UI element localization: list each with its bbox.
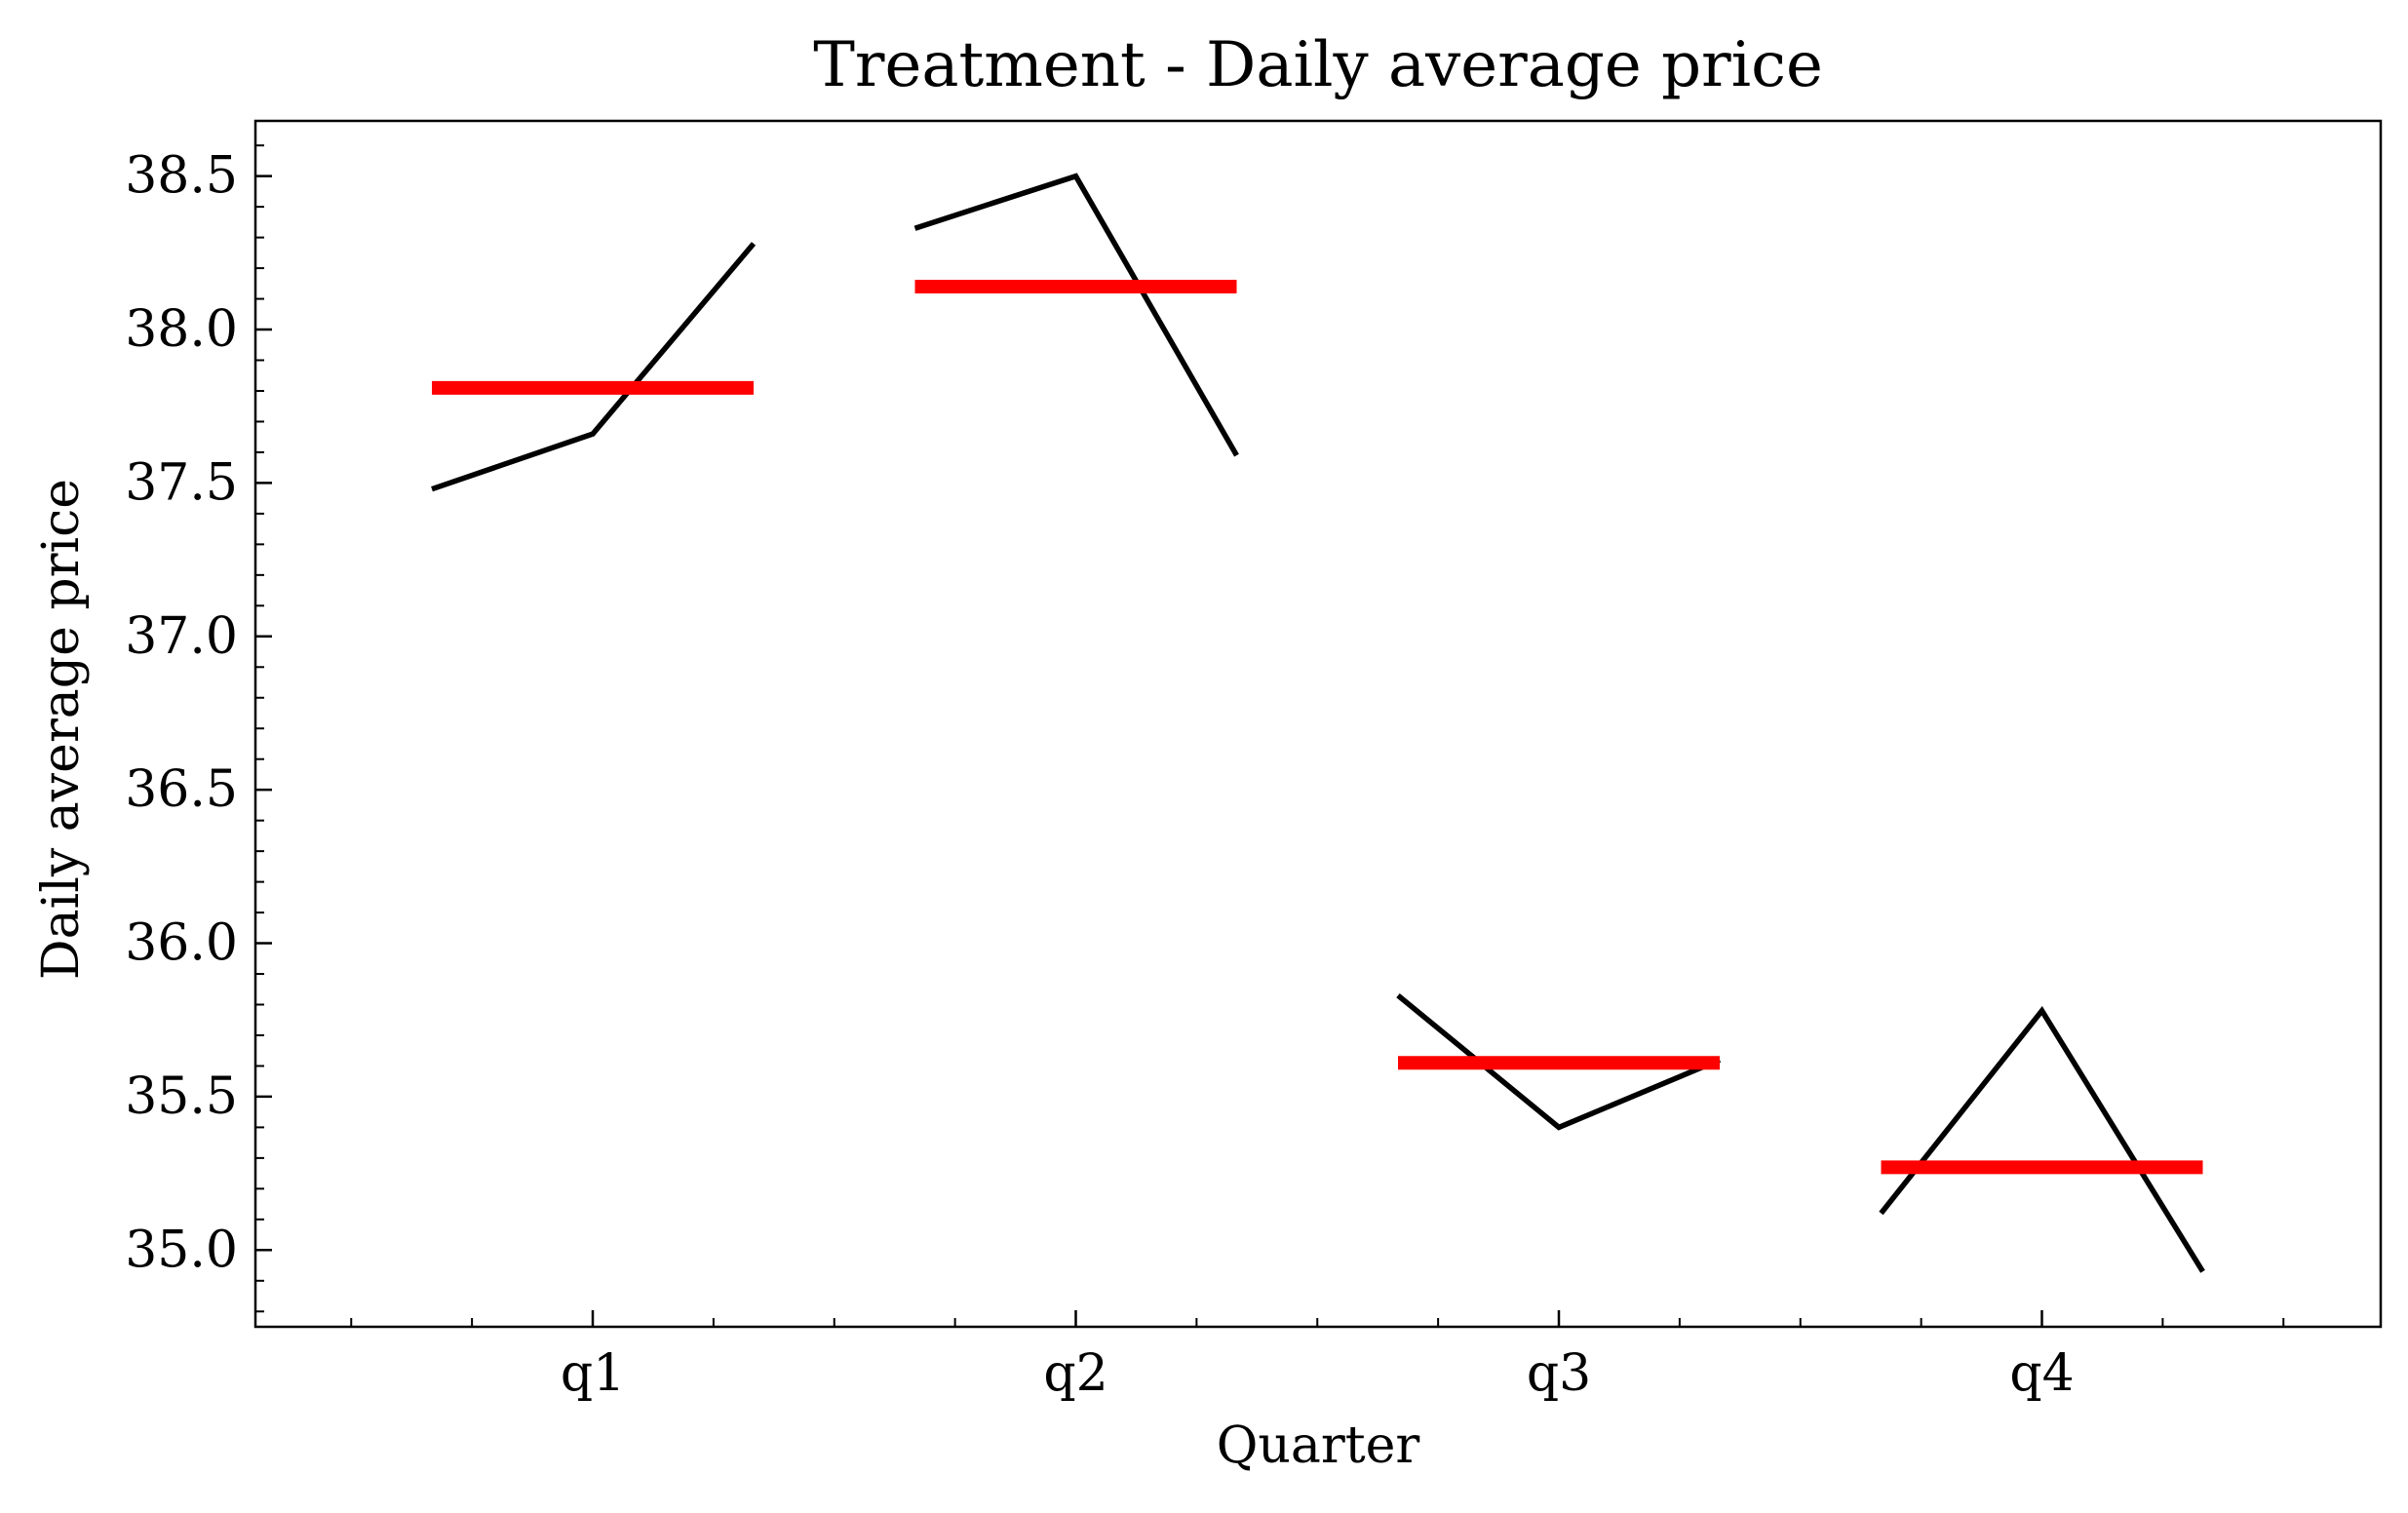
chart-title: Treatment - Daily average price [813,29,1823,101]
plot-frame [253,119,2383,1329]
y-axis-label: Daily average price [32,479,91,980]
y-tick-label: 38.5 [125,147,238,206]
y-tick-label: 37.5 [125,453,238,512]
y-tick-label: 37.0 [125,607,238,666]
y-tick-label: 38.0 [125,300,238,359]
x-tick-label: q1 [561,1344,625,1403]
series-line-q2 [913,173,1239,457]
y-tick-label: 35.0 [125,1221,238,1279]
y-tick-label: 35.5 [125,1067,238,1126]
plot-data [431,173,2205,1273]
y-tick-label: 36.5 [125,760,238,819]
axis-ticks: 35.0 35.5 36.0 36.5 37.0 37.5 38.0 38.5 q1 q2 q3 q4 [125,144,2285,1403]
series-line-q3 [1396,992,1722,1131]
x-tick-label: q3 [1527,1344,1591,1403]
x-tick-label: q4 [2009,1344,2074,1403]
y-tick-label: 36.0 [125,914,238,973]
series-line-q1 [431,242,757,492]
x-tick-label: q2 [1043,1344,1107,1403]
series-line-q4 [1879,1006,2205,1273]
x-axis-label: Quarter [1217,1416,1420,1475]
